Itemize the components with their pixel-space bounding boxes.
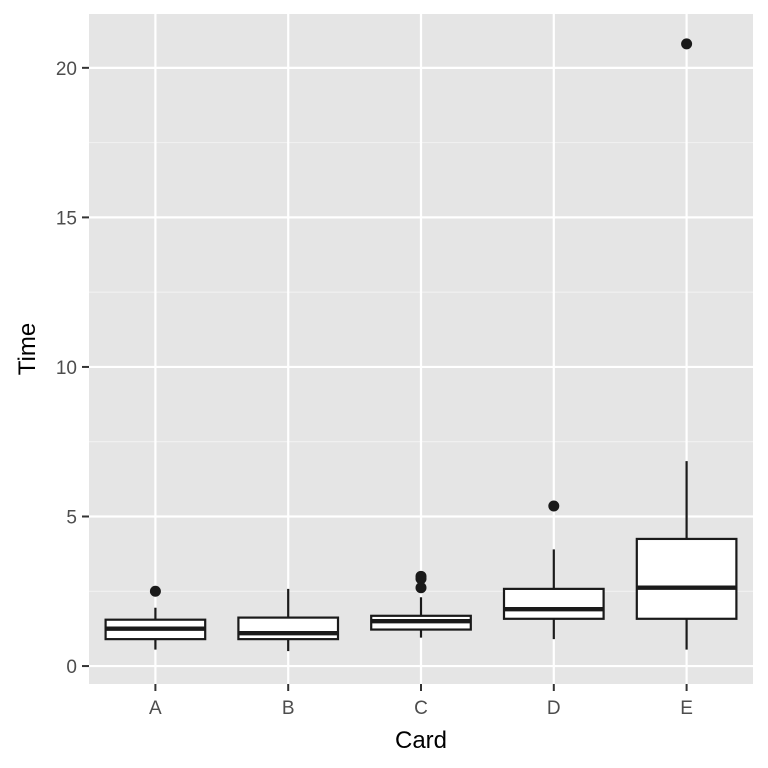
y-axis: 0 5 10 15 20 (56, 59, 89, 678)
iqr-box (635, 537, 738, 620)
major-gridlines (89, 14, 753, 684)
x-axis: A B C D E (149, 684, 693, 719)
x-tick-label: E (680, 698, 693, 719)
box-d (502, 500, 605, 640)
box-b (237, 588, 340, 652)
outlier-point (415, 570, 427, 582)
outlier-point (149, 585, 161, 597)
outlier-point (548, 500, 560, 512)
x-tick-label: A (149, 698, 162, 719)
x-tick-label: C (414, 698, 428, 719)
iqr-box (237, 616, 340, 641)
y-tick-label: 10 (56, 358, 77, 379)
x-tick-label: D (547, 698, 561, 719)
y-axis-title: Time (14, 323, 41, 375)
iqr-box (502, 587, 605, 620)
outlier-point (681, 38, 693, 50)
box-series (104, 38, 738, 652)
outlier-point (415, 582, 427, 594)
y-tick-label: 20 (56, 59, 77, 80)
box-a (104, 585, 207, 650)
y-tick-label: 5 (66, 508, 77, 529)
box-c (370, 570, 472, 638)
box-e (635, 38, 738, 650)
y-tick-label: 15 (56, 208, 77, 229)
y-tick-label: 0 (66, 657, 77, 678)
x-axis-title: Card (395, 727, 447, 754)
x-tick-label: B (282, 698, 295, 719)
